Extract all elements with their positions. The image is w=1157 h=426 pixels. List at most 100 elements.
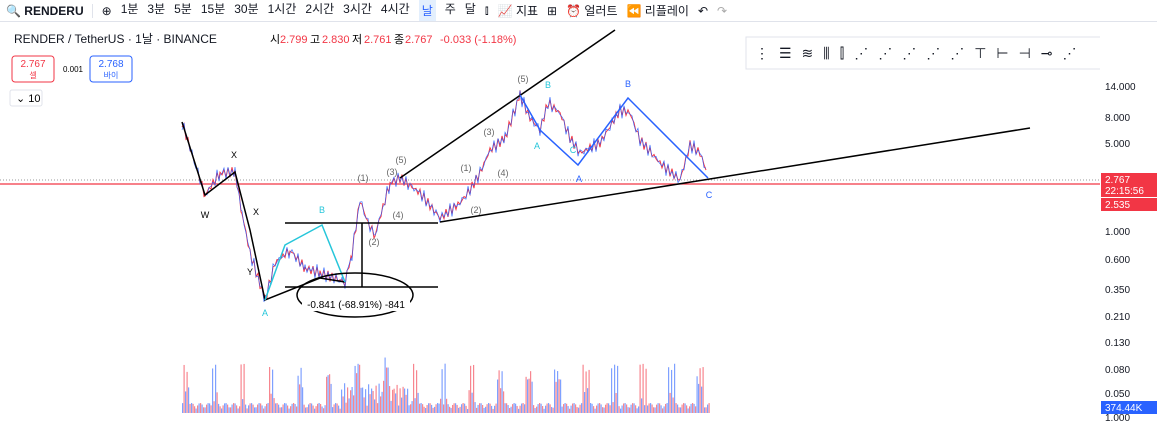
wave-label: W [201, 210, 210, 220]
volume-bar [635, 405, 637, 413]
volume-bar [302, 387, 304, 413]
volume-bar [503, 391, 505, 413]
replay[interactable]: ⏪ 리플레이 [626, 4, 689, 18]
redo[interactable]: ↷ [717, 3, 728, 18]
layouts[interactable]: ⊞ [547, 3, 558, 18]
volume-bar [702, 367, 704, 413]
interval[interactable]: 4시간 [380, 2, 410, 16]
volume-bar [536, 406, 538, 413]
add[interactable]: ⊕ [101, 3, 112, 18]
indicators[interactable]: 📈 지표 [497, 4, 539, 18]
volume-bar [707, 404, 709, 413]
volume-bar [687, 408, 689, 413]
volume-bar [455, 403, 457, 413]
volume-bar [527, 379, 529, 413]
volume-bar [441, 369, 443, 413]
volume-bar [245, 404, 247, 413]
volume-bar [279, 407, 281, 413]
volume-bar [533, 405, 535, 413]
volume-bar [423, 406, 425, 413]
volume-bar [306, 407, 308, 413]
drawing-tools[interactable]: ⋮☰≋⫼⫿⋰⋰⋰⋰⋰⊤⊢⊣⊸⋰ [755, 45, 1087, 61]
indicator-toggle[interactable] [9, 89, 43, 107]
volume-bar [347, 387, 349, 413]
volume-bar [456, 404, 458, 413]
volume-bar [363, 397, 365, 413]
volume-bar [332, 407, 334, 413]
wave-label: X [253, 207, 259, 217]
value: 2.830 [322, 34, 350, 46]
tag [1101, 401, 1157, 414]
volume-bar [600, 404, 602, 413]
volume-bar [483, 407, 485, 413]
volume-bar [345, 402, 347, 413]
volume-bar [602, 407, 604, 413]
volume-bar [696, 376, 698, 413]
alert[interactable]: ⏰ 얼러트 [566, 4, 618, 18]
volume-bar [578, 407, 580, 413]
volume-bar [522, 403, 524, 413]
volume-bar [375, 385, 377, 413]
volume-bar [467, 408, 469, 413]
volume-bar [666, 403, 668, 413]
volume-bar [452, 404, 454, 413]
volume-bar [360, 387, 362, 413]
volume-bar [201, 404, 203, 413]
buy-button[interactable] [89, 55, 133, 83]
undo[interactable]: ↶ [697, 3, 709, 18]
chart-type[interactable]: ⫾ [484, 3, 489, 17]
volume-bar [491, 405, 493, 413]
symbol-search[interactable]: 🔍 RENDERU [6, 3, 93, 18]
interval[interactable]: 3분 [147, 2, 166, 16]
volume-bar [516, 405, 518, 413]
volume-bar [495, 403, 497, 413]
interval[interactable]: 15분 [200, 2, 226, 16]
interval[interactable]: 1시간 [267, 2, 297, 16]
volume-bar [462, 403, 464, 413]
volume-bar [338, 405, 340, 413]
price-label: 0.600 [1105, 255, 1130, 266]
indicators-text: 지표 [515, 4, 539, 18]
volume-bar [524, 404, 526, 413]
volume-bar [426, 405, 428, 413]
volume-bar [399, 388, 401, 413]
price-series [181, 90, 707, 303]
interval[interactable]: 날 [418, 0, 436, 21]
volume-bar [365, 389, 367, 413]
volume-bar [669, 392, 671, 413]
interval[interactable]: 2시간 [305, 2, 335, 16]
volume-bar [545, 405, 547, 413]
volume-bar [384, 357, 386, 413]
sell-button[interactable] [11, 55, 55, 83]
volume-bar [546, 403, 548, 413]
volume-bar [404, 388, 406, 413]
volume-bar [611, 368, 613, 413]
volume-bar [230, 407, 232, 413]
volume-bar [479, 403, 481, 413]
volume-bar [420, 403, 422, 413]
ohlc: 시 2.799 고 2.830 저 2.761 종 2.767 -0.033 (… [270, 33, 516, 46]
interval[interactable]: 3시간 [343, 2, 372, 16]
interval[interactable]: 5분 [174, 2, 192, 16]
volume-bar [566, 403, 568, 413]
interval[interactable]: 1분 [120, 2, 139, 16]
volume-bar [269, 367, 271, 413]
volume-bar [528, 378, 530, 413]
wave-label: (5) [396, 155, 407, 165]
volume-bar [509, 408, 511, 413]
volume-bar [446, 398, 448, 413]
volume-bar [582, 364, 584, 413]
volume-bar [401, 397, 403, 413]
drawing-toolbar [745, 36, 1157, 70]
interval[interactable]: 30분 [234, 2, 259, 16]
volume-bar [254, 407, 256, 413]
interval[interactable]: 주 [444, 2, 456, 16]
volume-bar [675, 403, 677, 413]
volume-bar [233, 403, 235, 413]
volume-bar [290, 406, 292, 413]
interval[interactable]: 달 [464, 2, 476, 16]
volume-bar [303, 404, 305, 413]
volume-bar [453, 403, 455, 413]
volume-bar [570, 405, 572, 413]
volume-bar [359, 364, 361, 413]
